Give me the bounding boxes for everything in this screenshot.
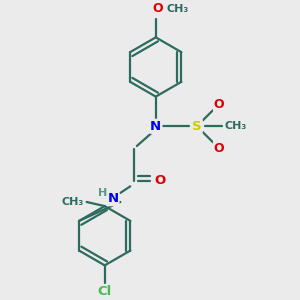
Text: N: N	[150, 120, 161, 133]
Text: S: S	[192, 120, 202, 133]
Text: O: O	[152, 2, 163, 15]
Text: O: O	[214, 98, 224, 110]
Text: H: H	[98, 188, 107, 198]
Text: CH₃: CH₃	[224, 121, 246, 131]
Text: O: O	[154, 174, 166, 187]
Text: Cl: Cl	[98, 285, 112, 298]
Text: CH₃: CH₃	[167, 4, 189, 14]
Text: CH₃: CH₃	[62, 197, 84, 207]
Text: N: N	[107, 192, 118, 205]
Text: O: O	[214, 142, 224, 155]
